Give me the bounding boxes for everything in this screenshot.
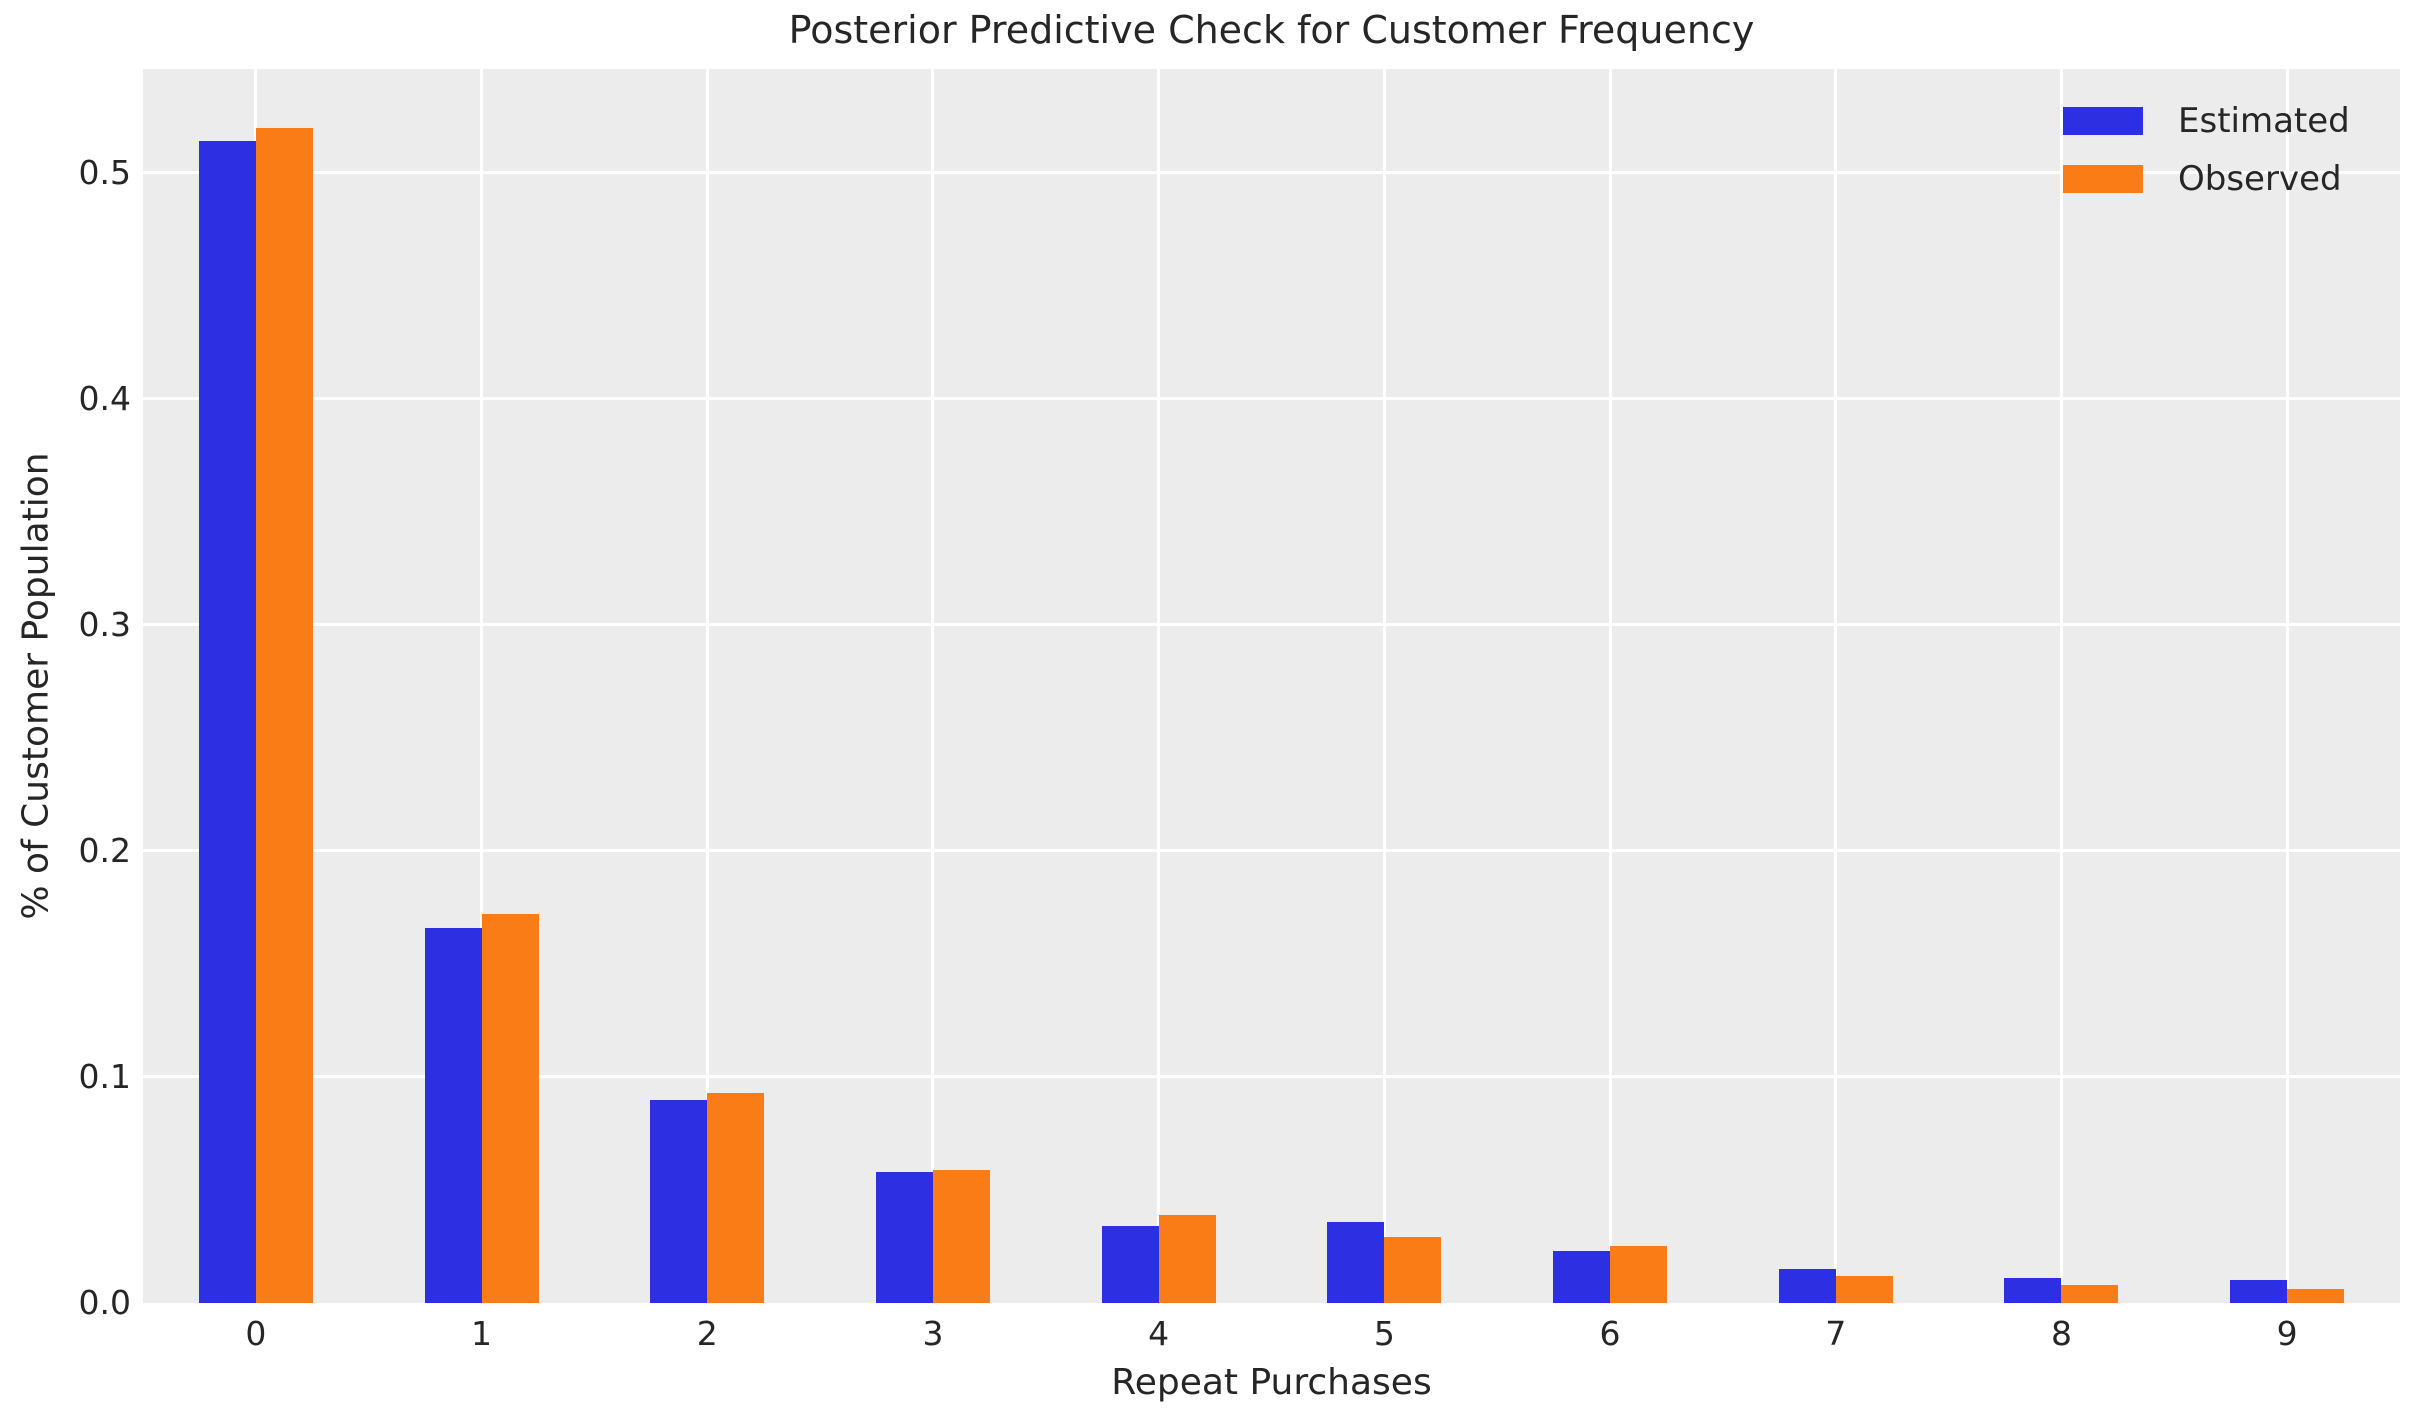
x-tick-label-4: 4: [1148, 1314, 1170, 1353]
gridline-vertical: [1834, 69, 1838, 1303]
bar-estimated-4: [1101, 1226, 1159, 1303]
y-tick-label-0.4: 0.4: [78, 378, 131, 418]
y-tick-label-0.2: 0.2: [78, 830, 131, 870]
bar-observed-9: [2287, 1289, 2345, 1303]
gridline-vertical: [705, 69, 709, 1303]
gridline-vertical: [2285, 69, 2289, 1303]
y-axis-label: % of Customer Population: [15, 452, 57, 920]
bar-observed-7: [1835, 1275, 1893, 1303]
x-axis-label: Repeat Purchases: [1111, 1362, 1432, 1403]
gridline-vertical: [1382, 69, 1386, 1303]
chart-title: Posterior Predictive Check for Customer …: [788, 8, 1755, 52]
legend-item-observed: Observed: [2063, 158, 2350, 199]
x-tick-label-2: 2: [696, 1314, 718, 1353]
plot-area: 0.0 0.1 0.2 0.3 0.4 0.5 0 1 2 3 4 5 6 7 8 9: [79, 69, 2400, 1353]
bar-estimated-2: [650, 1099, 708, 1303]
bar-estimated-7: [1778, 1269, 1836, 1303]
gridline-vertical: [1608, 69, 1612, 1303]
x-tick-label-5: 5: [1373, 1314, 1395, 1353]
y-tick-label-0.5: 0.5: [78, 152, 131, 192]
legend-swatch-observed-icon: [2063, 164, 2143, 193]
bar-estimated-3: [875, 1171, 933, 1303]
y-tick-label-0.3: 0.3: [78, 604, 131, 644]
bar-estimated-0: [198, 141, 256, 1303]
x-tick-label-8: 8: [2050, 1314, 2072, 1353]
gridline-horizontal: [143, 1075, 2400, 1079]
bar-observed-6: [1610, 1246, 1668, 1303]
legend-label-observed: Observed: [2178, 158, 2342, 199]
legend-label-estimated: Estimated: [2178, 100, 2350, 141]
bar-observed-1: [481, 914, 539, 1303]
y-tick-label-0.1: 0.1: [78, 1056, 131, 1096]
bar-estimated-9: [2230, 1280, 2288, 1303]
x-tick-label-7: 7: [1825, 1314, 1847, 1353]
bar-estimated-6: [1553, 1251, 1611, 1303]
bar-observed-0: [255, 127, 313, 1303]
bar-estimated-8: [2004, 1278, 2062, 1303]
gridline-vertical: [931, 69, 935, 1303]
legend-item-estimated: Estimated: [2063, 100, 2350, 141]
x-tick-label-3: 3: [922, 1314, 944, 1353]
x-tick-label-6: 6: [1599, 1314, 1621, 1353]
bar-observed-4: [1158, 1214, 1216, 1303]
x-tick-label-1: 1: [471, 1314, 493, 1353]
gridline-horizontal: [143, 623, 2400, 627]
gridline-horizontal: [143, 849, 2400, 853]
bar-observed-5: [1384, 1237, 1442, 1303]
bar-estimated-5: [1327, 1221, 1385, 1303]
gridline-horizontal: [143, 171, 2400, 175]
y-tick-label-0.0: 0.0: [78, 1283, 131, 1322]
gridline-vertical: [2059, 69, 2063, 1303]
legend-swatch-estimated-icon: [2063, 106, 2143, 135]
bar-observed-8: [2061, 1284, 2119, 1303]
gridline-horizontal: [143, 397, 2400, 401]
gridline-vertical: [1157, 69, 1161, 1303]
x-tick-label-0: 0: [245, 1314, 267, 1353]
legend: Estimated Observed: [2063, 100, 2350, 199]
bar-estimated-1: [424, 927, 482, 1303]
bar-observed-3: [932, 1169, 990, 1303]
gridline-vertical: [480, 69, 484, 1303]
x-tick-label-9: 9: [2276, 1314, 2298, 1353]
bar-observed-2: [707, 1092, 765, 1303]
